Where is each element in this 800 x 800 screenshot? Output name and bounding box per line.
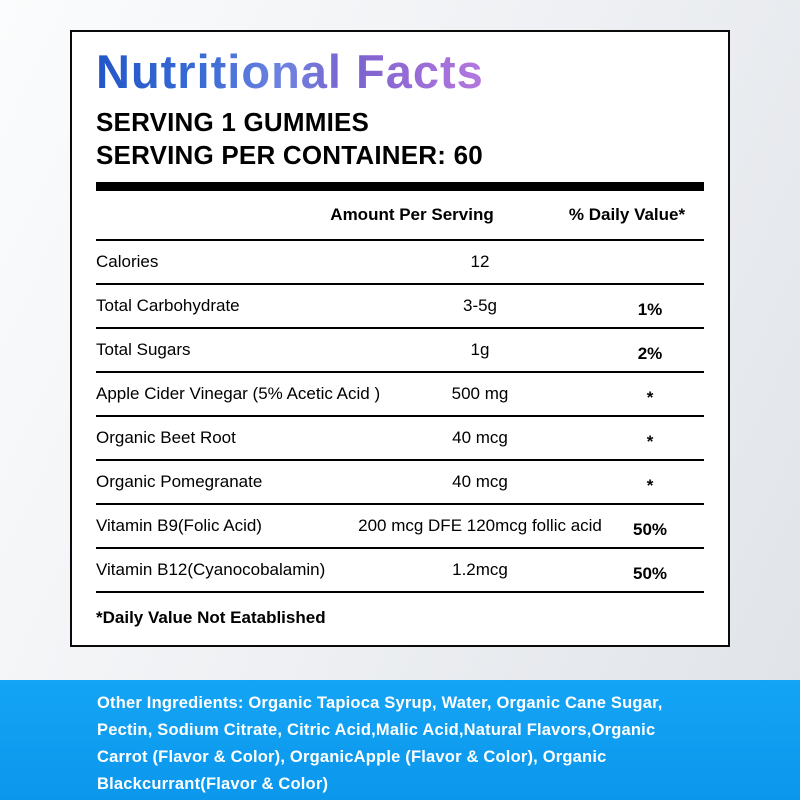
row-amount: 3-5g [462,296,498,315]
nutrition-label-panel: Nutritional Facts SERVING 1 GUMMIES SERV… [70,30,730,647]
table-row-organic-pomegranate: Organic Pomegranate 40 mcg * [96,461,704,505]
row-daily-value: * [646,476,654,495]
table-row-total-carbohydrate: Total Carbohydrate 3-5g 1% [96,285,704,329]
table-row-total-sugars: Total Sugars 1g 2% [96,329,704,373]
row-daily-value: 50% [632,520,668,539]
row-amount: 12 [470,252,490,271]
row-name: Calories [96,252,159,271]
row-name: Apple Cider Vinegar (5% Acetic Acid ) [96,384,381,403]
daily-value-column-header: % Daily Value* [568,205,686,224]
table-row-apple-cider-vinegar: Apple Cider Vinegar (5% Acetic Acid ) 50… [96,373,704,417]
row-name: Organic Beet Root [96,428,236,447]
row-amount: 500 mg [451,384,509,403]
divider-bar [96,182,704,191]
serving-size-line: SERVING 1 GUMMIES [96,107,370,137]
row-daily-value: 1% [637,300,663,319]
other-ingredients-band: Other Ingredients: Organic Tapioca Syrup… [0,680,800,800]
row-name: Total Sugars [96,340,191,359]
table-row-vitamin-b9: Vitamin B9(Folic Acid) 200 mcg DFE 120mc… [96,505,704,549]
row-name: Total Carbohydrate [96,296,240,315]
footnote-row: *Daily Value Not Eatablished [96,593,704,643]
servings-per-container-line: SERVING PER CONTAINER: 60 [96,140,483,170]
row-amount: 40 mcg [452,472,508,491]
ingredients-line-4: Blackcurrant(Flavor & Color) [97,775,329,793]
label-title: Nutritional Facts [96,45,484,98]
ingredients-line-1: Other Ingredients: Organic Tapioca Syrup… [97,694,663,712]
row-amount: 1.2mcg [452,560,508,579]
table-row-calories: Calories 12 [96,241,704,285]
row-amount: 200 mcg DFE 120mcg follic acid [358,516,602,535]
table-row-organic-beet-root: Organic Beet Root 40 mcg * [96,417,704,461]
daily-value-footnote: *Daily Value Not Eatablished [96,608,326,627]
row-daily-value: 2% [637,344,663,363]
table-row-vitamin-b12: Vitamin B12(Cyanocobalamin) 1.2mcg 50% [96,549,704,593]
amount-column-header: Amount Per Serving [330,205,494,224]
row-daily-value: 50% [632,564,668,583]
row-name: Vitamin B12(Cyanocobalamin) [96,560,326,579]
row-amount: 40 mcg [452,428,508,447]
row-daily-value: * [646,432,654,451]
row-amount: 1g [470,340,490,359]
row-name: Vitamin B9(Folic Acid) [96,516,262,535]
table-header-row: Amount Per Serving % Daily Value* [96,191,704,241]
row-daily-value: * [646,388,654,407]
serving-info: SERVING 1 GUMMIES SERVING PER CONTAINER:… [96,106,704,172]
row-name: Organic Pomegranate [96,472,263,491]
ingredients-line-3: Carrot (Flavor & Color), OrganicApple (F… [97,748,607,766]
ingredients-line-2: Pectin, Sodium Citrate, Citric Acid,Mali… [97,721,656,739]
